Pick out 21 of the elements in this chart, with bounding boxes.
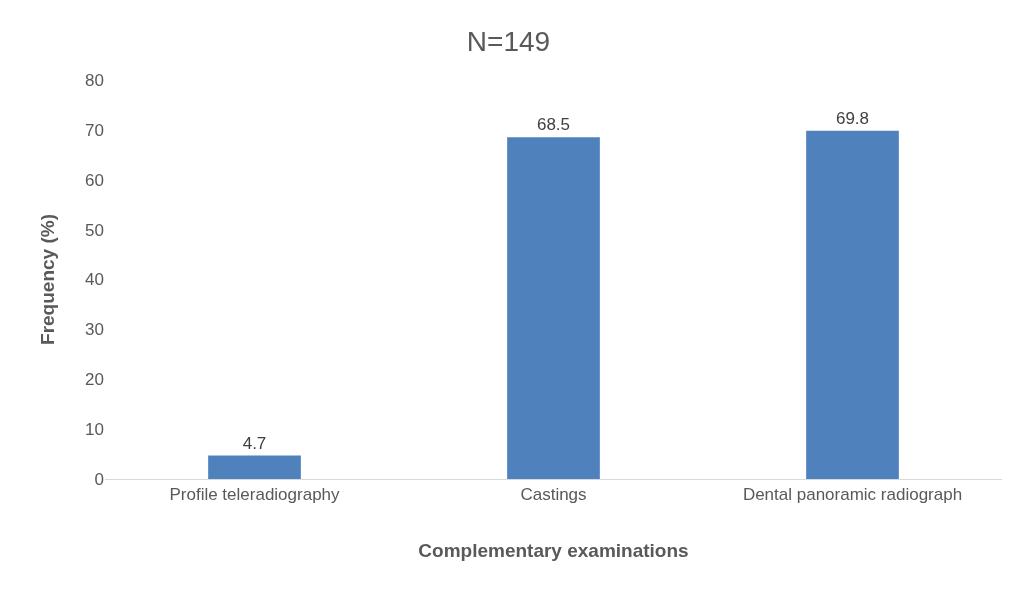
bar: [208, 455, 301, 479]
y-tick-label: 50: [85, 220, 104, 240]
y-axis-title: Frequency (%): [36, 214, 58, 345]
bar: [507, 137, 600, 479]
y-tick-label: 70: [85, 120, 104, 140]
x-tick-label: Castings: [520, 485, 587, 505]
x-tick-label: Profile teleradiography: [169, 485, 341, 505]
y-tick-label: 60: [85, 170, 104, 190]
data-label: 69.8: [835, 108, 870, 128]
y-tick-label: 0: [94, 469, 104, 489]
bar: [806, 130, 899, 479]
y-tick-label: 20: [85, 370, 104, 390]
y-tick-label: 80: [85, 70, 104, 90]
data-label: 4.7: [242, 433, 267, 453]
data-label: 68.5: [536, 115, 571, 135]
y-tick-label: 40: [85, 270, 104, 290]
x-tick-label: Dental panoramic radiograph: [742, 485, 963, 505]
chart-title: N=149: [466, 26, 551, 58]
x-axis-title: Complementary examinations: [418, 540, 689, 562]
y-tick-label: 30: [85, 320, 104, 340]
y-tick-label: 10: [85, 420, 104, 440]
